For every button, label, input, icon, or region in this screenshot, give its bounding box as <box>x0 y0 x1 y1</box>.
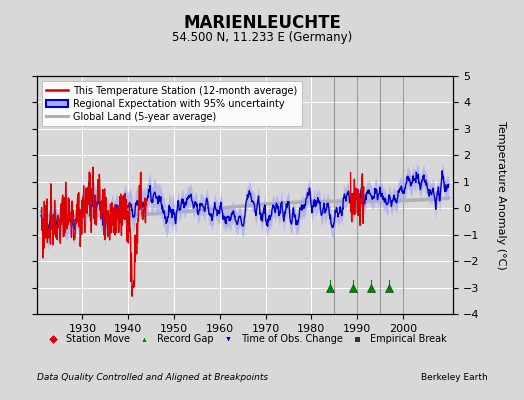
Text: MARIENLEUCHTE: MARIENLEUCHTE <box>183 14 341 32</box>
Legend: This Temperature Station (12-month average), Regional Expectation with 95% uncer: This Temperature Station (12-month avera… <box>41 81 302 126</box>
Text: Berkeley Earth: Berkeley Earth <box>421 374 487 382</box>
Text: 54.500 N, 11.233 E (Germany): 54.500 N, 11.233 E (Germany) <box>172 31 352 44</box>
Y-axis label: Temperature Anomaly (°C): Temperature Anomaly (°C) <box>496 121 506 269</box>
Legend: Station Move, Record Gap, Time of Obs. Change, Empirical Break: Station Move, Record Gap, Time of Obs. C… <box>40 331 450 347</box>
Text: Data Quality Controlled and Aligned at Breakpoints: Data Quality Controlled and Aligned at B… <box>37 374 268 382</box>
